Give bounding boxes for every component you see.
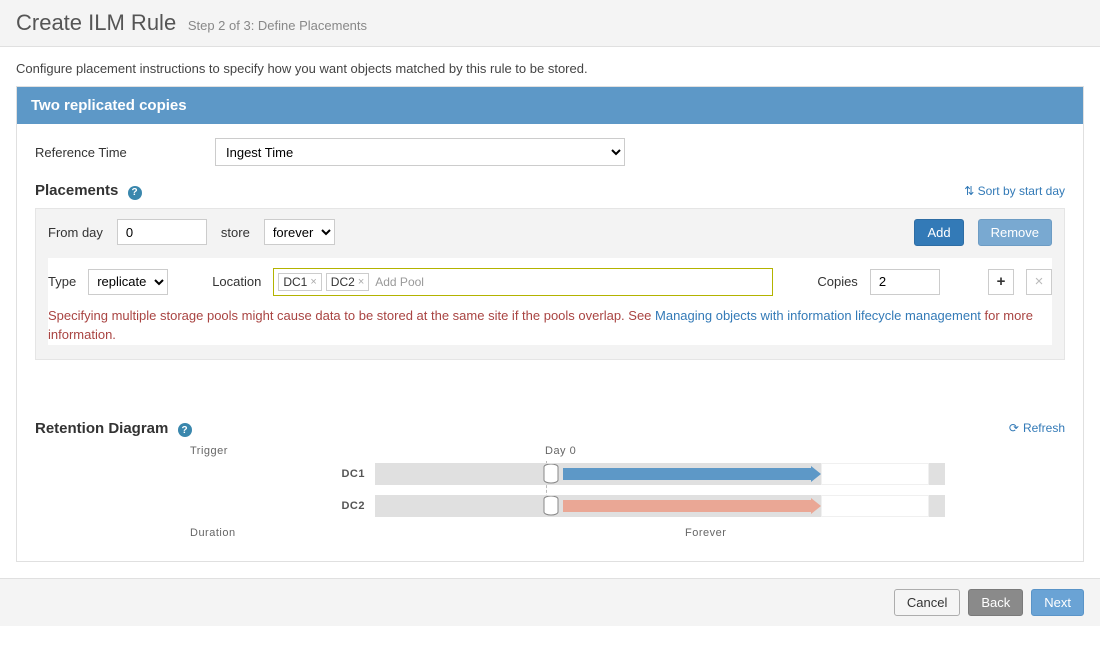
panel-title: Two replicated copies xyxy=(17,87,1083,124)
refresh-icon: ⟳ xyxy=(1009,421,1019,435)
reference-time-select[interactable]: Ingest Time xyxy=(215,138,625,166)
remove-button[interactable]: Remove xyxy=(978,219,1052,246)
sort-by-start-day[interactable]: ⇅ Sort by start day xyxy=(964,184,1065,198)
add-placement-icon[interactable]: + xyxy=(988,269,1014,295)
page-header: Create ILM Rule Step 2 of 3: Define Plac… xyxy=(0,0,1100,47)
day0-label: Day 0 xyxy=(545,445,576,457)
back-button[interactable]: Back xyxy=(968,589,1023,616)
placements-heading: Placements ? xyxy=(35,182,142,200)
step-indicator: Step 2 of 3: Define Placements xyxy=(188,18,367,33)
retention-heading: Retention Diagram ? xyxy=(35,420,192,438)
location-chip-dc2[interactable]: DC2 × xyxy=(326,273,369,291)
type-select[interactable]: replicated xyxy=(88,269,168,295)
store-select[interactable]: forever xyxy=(264,219,335,245)
page-title: Create ILM Rule xyxy=(16,10,176,36)
cancel-button[interactable]: Cancel xyxy=(894,589,960,616)
warning-link[interactable]: Managing objects with information lifecy… xyxy=(655,308,981,323)
sort-icon: ⇅ xyxy=(964,184,974,198)
location-chip-dc1[interactable]: DC1 × xyxy=(278,273,321,291)
help-icon[interactable]: ? xyxy=(178,423,192,437)
type-label: Type xyxy=(48,274,76,289)
next-button[interactable]: Next xyxy=(1031,589,1084,616)
diagram-row-label: DC1 xyxy=(190,468,375,480)
from-day-input[interactable] xyxy=(117,219,207,245)
location-placeholder: Add Pool xyxy=(375,275,424,289)
storage-icon xyxy=(543,464,559,487)
from-day-label: From day xyxy=(48,225,103,240)
trigger-label: Trigger xyxy=(190,445,545,457)
add-button[interactable]: Add xyxy=(914,219,963,246)
duration-label: Duration xyxy=(190,527,545,539)
close-icon[interactable]: × xyxy=(358,276,364,288)
page-description: Configure placement instructions to spec… xyxy=(0,47,1100,86)
forever-label: Forever xyxy=(685,527,726,539)
location-input[interactable]: DC1 × DC2 × Add Pool xyxy=(273,268,773,296)
store-label: store xyxy=(221,225,250,240)
footer: Cancel Back Next xyxy=(0,578,1100,626)
location-label: Location xyxy=(212,274,261,289)
copies-label: Copies xyxy=(817,274,857,289)
placement-row: From day store forever Add Remove Type r… xyxy=(35,208,1065,360)
retention-diagram: Trigger Day 0 DC1 DC xyxy=(190,445,945,539)
rule-panel: Two replicated copies Reference Time Ing… xyxy=(16,86,1084,562)
remove-placement-icon: × xyxy=(1026,269,1052,295)
close-icon[interactable]: × xyxy=(310,276,316,288)
reference-time-label: Reference Time xyxy=(35,145,215,160)
refresh-button[interactable]: ⟳ Refresh xyxy=(1009,421,1065,435)
diagram-row-label: DC2 xyxy=(190,500,375,512)
copies-input[interactable] xyxy=(870,269,940,295)
storage-icon xyxy=(543,496,559,519)
help-icon[interactable]: ? xyxy=(128,186,142,200)
pool-overlap-warning: Specifying multiple storage pools might … xyxy=(48,306,1052,345)
